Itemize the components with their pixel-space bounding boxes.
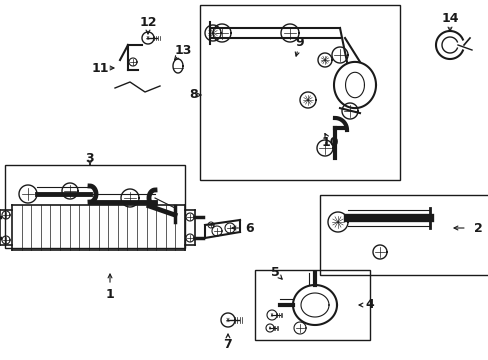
- Text: 11: 11: [91, 62, 108, 75]
- Text: 5: 5: [270, 266, 279, 279]
- Text: 1: 1: [105, 288, 114, 302]
- Text: 4: 4: [365, 298, 374, 311]
- Bar: [254, 270, 369, 340]
- Text: 6: 6: [245, 221, 254, 234]
- Text: 9: 9: [295, 36, 304, 49]
- Text: 14: 14: [440, 12, 458, 24]
- Text: 7: 7: [223, 338, 232, 351]
- Text: 13: 13: [174, 44, 191, 57]
- Text: 2: 2: [473, 221, 481, 234]
- Text: 8: 8: [189, 89, 198, 102]
- Bar: [5, 165, 184, 248]
- Bar: [319, 195, 488, 275]
- Text: 12: 12: [139, 15, 157, 28]
- Bar: [200, 5, 399, 180]
- Text: 10: 10: [321, 136, 338, 149]
- Text: 3: 3: [85, 152, 94, 165]
